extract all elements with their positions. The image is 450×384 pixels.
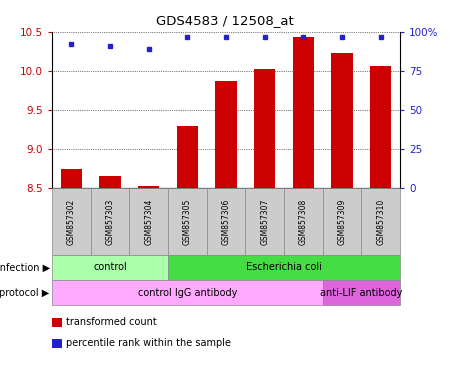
Text: control IgG antibody: control IgG antibody — [138, 288, 237, 298]
Bar — [254, 70, 275, 188]
Text: GSM857303: GSM857303 — [105, 198, 114, 245]
Text: transformed count: transformed count — [67, 317, 157, 327]
Bar — [177, 126, 198, 188]
Text: control: control — [93, 263, 127, 273]
Text: GSM857305: GSM857305 — [183, 198, 192, 245]
Text: GSM857307: GSM857307 — [260, 198, 269, 245]
Text: Escherichia coli: Escherichia coli — [246, 263, 322, 273]
Bar — [331, 53, 353, 188]
Text: GSM857304: GSM857304 — [144, 198, 153, 245]
Bar — [292, 38, 314, 188]
Bar — [370, 66, 392, 188]
Text: percentile rank within the sample: percentile rank within the sample — [67, 338, 231, 348]
Text: GSM857310: GSM857310 — [376, 199, 385, 245]
Text: GSM857308: GSM857308 — [299, 199, 308, 245]
Text: GDS4583 / 12508_at: GDS4583 / 12508_at — [156, 14, 294, 27]
Text: GSM857306: GSM857306 — [221, 198, 230, 245]
Bar — [138, 187, 159, 188]
Text: anti-LIF antibody: anti-LIF antibody — [320, 288, 402, 298]
Text: protocol ▶: protocol ▶ — [0, 288, 50, 298]
Text: infection ▶: infection ▶ — [0, 263, 50, 273]
Bar — [216, 81, 237, 188]
Bar — [61, 169, 82, 188]
Text: GSM857302: GSM857302 — [67, 199, 76, 245]
Bar — [99, 176, 121, 188]
Text: GSM857309: GSM857309 — [338, 198, 346, 245]
